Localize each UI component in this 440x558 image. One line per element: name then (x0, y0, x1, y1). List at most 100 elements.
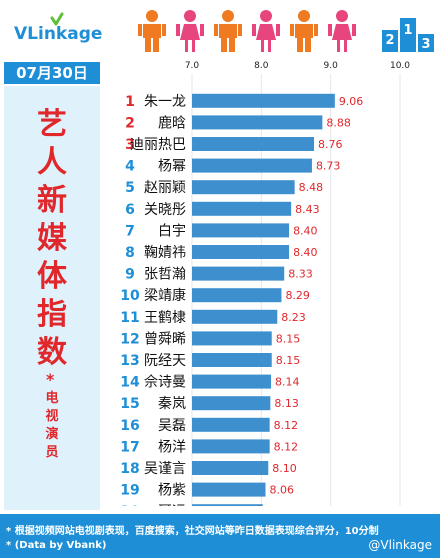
bar (192, 245, 290, 259)
rank-label: 2 (125, 115, 135, 131)
subtitle-char: 电 (45, 391, 59, 406)
category-label: 鹿晗 (158, 114, 186, 131)
bar (192, 396, 271, 411)
bar (192, 461, 269, 475)
bar (192, 309, 278, 324)
rank-label: 4 (125, 159, 135, 175)
category-label: 杨紫 (158, 483, 186, 499)
value-label: 8.12 (274, 440, 299, 453)
category-label: 秦岚 (158, 396, 186, 412)
category-label: 杨洋 (158, 439, 186, 455)
subtitle-char: 演 (45, 427, 59, 442)
value-label: 8.76 (318, 138, 343, 151)
bar (192, 331, 272, 346)
x-tick-label: 8.0 (254, 61, 269, 71)
rank-label: 6 (125, 202, 135, 218)
value-label: 8.43 (295, 203, 320, 216)
watermark: @Vlinkage (368, 538, 432, 552)
title-char: 媒 (37, 221, 67, 256)
date-badge: 07月30日 (4, 62, 100, 84)
category-label: 聂远 (158, 504, 186, 506)
rank-label: 19 (120, 483, 139, 499)
category-label: 佘诗曼 (144, 374, 186, 391)
category-label: 曾舜晞 (144, 331, 186, 347)
subtitle-char: 员 (45, 445, 59, 460)
title-char: 人 (37, 145, 67, 180)
value-label: 8.40 (293, 246, 318, 259)
rank-label: 15 (120, 396, 139, 412)
bar (192, 137, 315, 151)
value-label: 8.40 (293, 224, 318, 237)
footer: * 根据视频网站电视剧表现，百度搜索，社交网站等昨日数据表现综合评分，10分制 … (0, 514, 440, 558)
svg-text:3: 3 (421, 37, 430, 52)
value-label: 8.12 (274, 419, 299, 432)
value-label: 8.23 (281, 311, 306, 324)
bar (192, 504, 263, 506)
bar (192, 266, 285, 281)
rank-label: 12 (120, 331, 139, 347)
vlinkage-logo-icon (50, 12, 64, 26)
podium-icon: 2 1 3 (382, 18, 434, 52)
category-label: 朱一龙 (144, 94, 186, 110)
x-tick-label: 7.0 (185, 61, 200, 71)
rank-label: 14 (120, 375, 140, 391)
title-char: 数 (37, 335, 67, 370)
x-tick-label: 10.0 (390, 61, 410, 71)
bar (192, 180, 295, 195)
value-label: 8.02 (267, 505, 292, 506)
rank-label: 16 (120, 418, 139, 434)
value-label: 8.48 (299, 181, 324, 194)
rank-label: 17 (120, 439, 139, 455)
chart-subtitle: 电 视 演 员 (4, 390, 100, 462)
title-panel: 艺 人 新 媒 体 指 数 * 电 视 演 员 (4, 86, 100, 510)
title-char: 艺 (37, 107, 67, 142)
value-label: 8.13 (274, 397, 299, 410)
value-label: 8.73 (316, 160, 341, 173)
value-label: 8.33 (288, 268, 313, 281)
chart-title: 艺 人 新 媒 体 指 数 (4, 106, 100, 372)
bar (192, 201, 292, 216)
value-label: 8.88 (326, 116, 351, 129)
value-label: 8.15 (276, 332, 301, 345)
title-char: 体 (37, 259, 67, 294)
rank-label: 20 (120, 504, 140, 506)
rank-label: 5 (125, 180, 135, 196)
bar (192, 93, 335, 108)
category-label: 白宇 (158, 223, 186, 239)
title-char: 指 (37, 297, 67, 332)
bar (192, 115, 323, 130)
rank-label: 7 (125, 223, 135, 239)
subtitle-char: 视 (45, 409, 59, 424)
category-label: 张哲瀚 (144, 267, 186, 283)
category-label: 吴谨言 (144, 461, 186, 477)
title-char: 新 (37, 183, 67, 218)
value-label: 8.10 (272, 462, 297, 475)
value-label: 8.15 (276, 354, 301, 367)
rank-label: 9 (125, 267, 135, 283)
value-label: 8.06 (269, 484, 294, 497)
rank-label: 3 (125, 137, 135, 153)
people-icon (138, 10, 356, 52)
svg-text:2: 2 (385, 33, 394, 48)
title-star: * (46, 370, 55, 389)
category-label: 王鹤棣 (144, 310, 186, 326)
bar (192, 353, 272, 367)
category-label: 迪丽热巴 (130, 137, 186, 153)
rank-label: 8 (125, 245, 135, 261)
category-label: 吴磊 (158, 418, 186, 434)
bar (192, 439, 270, 454)
rank-label: 10 (120, 288, 140, 304)
bar (192, 417, 270, 432)
category-label: 阮经天 (144, 353, 186, 369)
category-label: 鞠婧祎 (144, 245, 186, 261)
rank-label: 1 (125, 94, 135, 110)
category-label: 赵丽颖 (144, 180, 186, 196)
value-label: 9.06 (339, 95, 364, 108)
bar (192, 223, 290, 238)
value-label: 8.29 (285, 289, 310, 302)
bar (192, 374, 272, 389)
rank-label: 18 (120, 461, 139, 477)
value-label: 8.14 (275, 376, 300, 389)
rank-label: 13 (120, 353, 139, 369)
